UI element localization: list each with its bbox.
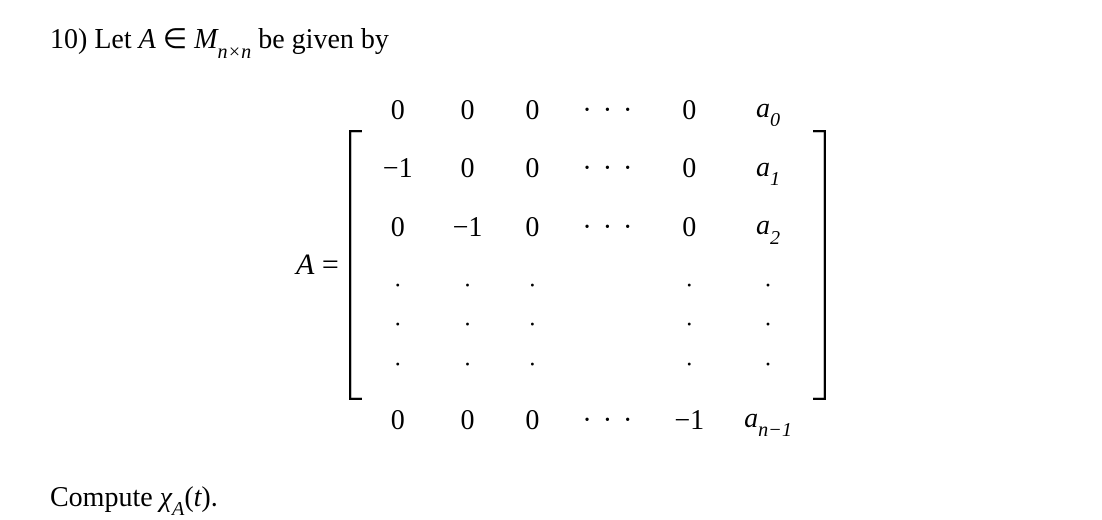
matrix-cell: ··· [724,257,812,391]
matrix-body: 000· · ·0a0−100· · ·0a10−10· · ·0a2·····… [363,81,812,450]
matrix-row: −100· · ·0a1 [363,140,812,199]
matrix-cell: · · · [562,391,654,450]
symbol-chi: χ [160,482,172,513]
matrix-cell: 0 [502,81,562,140]
matrix-cell: 0 [502,391,562,450]
problem-container: 10) Let A ∈ Mn×n be given by A = 000· · … [0,0,1102,520]
vdots-icon: ··· [528,273,536,377]
matrix-cell: −1 [433,198,503,257]
cdots-icon: · · · [582,405,634,436]
matrix-cell: 0 [363,198,433,257]
cdots-icon: · · · [582,153,634,184]
right-bracket [812,130,826,400]
symbol-A: A [139,24,156,55]
matrix-cell: ··· [502,257,562,391]
cdots-icon: · · · [582,212,634,243]
matrix-row: 0−10· · ·0a2 [363,198,812,257]
equation-wrap: A = 000· · ·0a0−100· · ·0a10−10· · ·0a2·… [296,81,826,450]
cell-subscript: 1 [770,168,780,190]
matrix-row: 000· · ·−1an−1 [363,391,812,450]
in-symbol: ∈ [156,24,194,55]
matrix-cell: an−1 [724,391,812,450]
cell-subscript: n−1 [758,419,792,441]
arg-open: ( [184,482,193,513]
symbol-M: M [194,24,217,55]
vdots-icon: ··· [394,273,402,377]
conclusion-period: . [211,482,218,513]
cell-base: a [756,93,770,124]
matrix-cell: 0 [502,198,562,257]
matrix-cell: 0 [433,81,503,140]
matrix-cell: 0 [654,198,724,257]
problem-number: 10) [50,24,87,55]
matrix-cell: 0 [433,140,503,199]
problem-statement-line-1: 10) Let A ∈ Mn×n be given by [50,20,1072,63]
cdots-icon: · · · [582,95,634,126]
matrix-cell: 0 [654,140,724,199]
matrix-cell: a0 [724,81,812,140]
cell-base: a [756,152,770,183]
intro-suffix: be given by [251,24,389,55]
matrix-table: 000· · ·0a0−100· · ·0a10−10· · ·0a2·····… [363,81,812,450]
matrix-cell: · · · [562,140,654,199]
lhs-A: A [296,248,314,281]
intro-prefix: Let [94,24,138,55]
cell-subscript: 0 [770,109,780,131]
matrix-cell: 0 [363,81,433,140]
cell-subscript: 2 [770,227,780,249]
vdots-icon: ··· [764,273,772,377]
arg-close: ) [201,482,210,513]
matrix-cell: 0 [363,391,433,450]
matrix-cell: −1 [654,391,724,450]
matrix-cell: a1 [724,140,812,199]
equation-lhs: A = [296,244,339,286]
cell-base: a [744,403,758,434]
vdots-icon: ··· [685,273,693,377]
matrix-row: 000· · ·0a0 [363,81,812,140]
matrix-row: ··· ··· ··· ··· ··· [363,257,812,391]
symbol-M-sub: n×n [217,41,251,63]
matrix-cell: ··· [363,257,433,391]
matrix-cell: 0 [502,140,562,199]
matrix-cell: ··· [654,257,724,391]
conclusion-prefix: Compute [50,482,160,513]
matrix-cell: −1 [363,140,433,199]
matrix-cell: 0 [433,391,503,450]
symbol-chi-sub: A [172,498,184,520]
matrix-cell: · · · [562,81,654,140]
lhs-equals: = [314,248,338,281]
cell-base: a [756,210,770,241]
matrix-cell: ··· [433,257,503,391]
left-bracket [349,130,363,400]
matrix-cell: a2 [724,198,812,257]
problem-statement-line-2: Compute χA(t). [50,478,1072,520]
matrix-cell [562,257,654,391]
matrix-equation: A = 000· · ·0a0−100· · ·0a10−10· · ·0a2·… [50,81,1072,450]
matrix-cell: · · · [562,198,654,257]
vdots-icon: ··· [463,273,471,377]
matrix-cell: 0 [654,81,724,140]
